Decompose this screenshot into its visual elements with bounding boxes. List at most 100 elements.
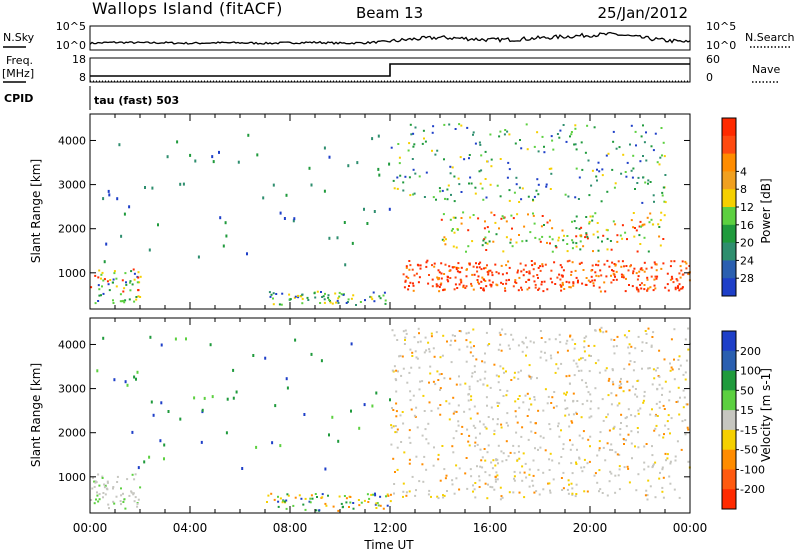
data-cell: [281, 501, 284, 504]
data-cell: [663, 358, 666, 361]
data-cell: [566, 243, 569, 245]
data-cell: [108, 289, 111, 292]
data-cell: [377, 167, 380, 171]
data-cell: [92, 476, 94, 479]
data-cell: [505, 394, 508, 397]
data-cell: [566, 488, 569, 491]
data-cell: [278, 303, 281, 306]
data-cell: [474, 142, 477, 145]
data-cell: [551, 227, 554, 230]
data-cell: [541, 215, 544, 217]
data-cell: [135, 296, 138, 298]
data-cell: [363, 207, 365, 211]
data-cell: [501, 328, 504, 331]
data-cell: [526, 346, 529, 349]
data-cell: [489, 133, 492, 136]
data-cell: [514, 279, 517, 282]
data-cell: [272, 292, 275, 295]
data-cell: [491, 281, 494, 284]
data-cell: [176, 140, 179, 144]
data-cell: [540, 350, 543, 353]
data-cell: [562, 447, 565, 450]
data-cell: [622, 276, 625, 279]
data-cell: [97, 276, 100, 279]
data-cell: [470, 398, 473, 401]
data-cell: [568, 286, 571, 289]
data-cell: [533, 398, 536, 401]
data-cell: [649, 286, 652, 289]
data-cell: [119, 293, 122, 296]
data-cell: [376, 502, 379, 504]
data-cell: [385, 495, 387, 498]
data-cell: [246, 252, 248, 256]
data-cell: [658, 383, 661, 386]
data-cell: [371, 298, 374, 301]
data-cell: [507, 455, 510, 458]
nsearch-label: N.Search: [745, 31, 795, 44]
data-cell: [209, 343, 212, 347]
data-cell: [136, 502, 139, 505]
data-cell: [404, 329, 407, 332]
data-cell: [622, 153, 625, 156]
data-cell: [559, 129, 562, 132]
data-cell: [525, 281, 528, 283]
data-cell: [625, 277, 627, 280]
data-cell: [98, 498, 101, 501]
data-cell: [606, 494, 609, 497]
data-cell: [418, 366, 421, 369]
station-title: Wallops Island (fitACF): [92, 0, 283, 18]
data-cell: [634, 130, 637, 133]
data-cell: [394, 425, 397, 427]
data-cell: [623, 466, 626, 469]
data-cell: [452, 216, 455, 219]
data-cell: [522, 268, 525, 271]
data-cell: [598, 469, 601, 472]
data-cell: [481, 244, 484, 247]
colorbar-step: [722, 410, 736, 431]
data-cell: [652, 463, 655, 466]
data-cell: [399, 414, 402, 417]
velocity-colorbar-label: Velocity [m s-1]: [759, 368, 773, 462]
data-cell: [465, 250, 467, 253]
data-cell: [116, 481, 119, 483]
data-cell: [580, 357, 582, 360]
data-cell: [399, 354, 402, 357]
data-cell: [506, 389, 509, 392]
data-cell: [673, 328, 676, 331]
data-cell: [607, 413, 609, 416]
data-cell: [566, 339, 569, 342]
data-cell: [553, 261, 556, 264]
data-cell: [134, 496, 137, 499]
colorbar-step: [722, 331, 736, 352]
data-cell: [132, 492, 135, 495]
data-cell: [616, 404, 619, 407]
data-cell: [583, 490, 586, 493]
data-cell: [544, 449, 547, 452]
data-cell: [460, 222, 463, 225]
data-cell: [518, 201, 521, 203]
data-cell: [629, 360, 632, 363]
data-cell: [454, 283, 457, 286]
data-cell: [460, 330, 462, 333]
data-cell: [352, 294, 355, 297]
data-cell: [457, 420, 460, 423]
data-cell: [630, 345, 633, 348]
data-cell: [529, 377, 532, 380]
data-cell: [609, 240, 612, 242]
data-cell: [650, 266, 653, 269]
data-cell: [443, 158, 445, 161]
data-cell: [408, 436, 411, 439]
data-cell: [495, 374, 498, 377]
data-cell: [566, 391, 568, 394]
data-cell: [189, 153, 192, 157]
data-cell: [516, 459, 519, 462]
data-cell: [507, 344, 510, 347]
data-cell: [505, 459, 508, 462]
data-cell: [403, 343, 406, 345]
freq-series-line: [90, 63, 690, 77]
data-cell: [136, 505, 139, 508]
data-cell: [673, 378, 676, 381]
data-cell: [390, 146, 393, 149]
data-cell: [539, 446, 542, 449]
data-cell: [407, 276, 410, 279]
